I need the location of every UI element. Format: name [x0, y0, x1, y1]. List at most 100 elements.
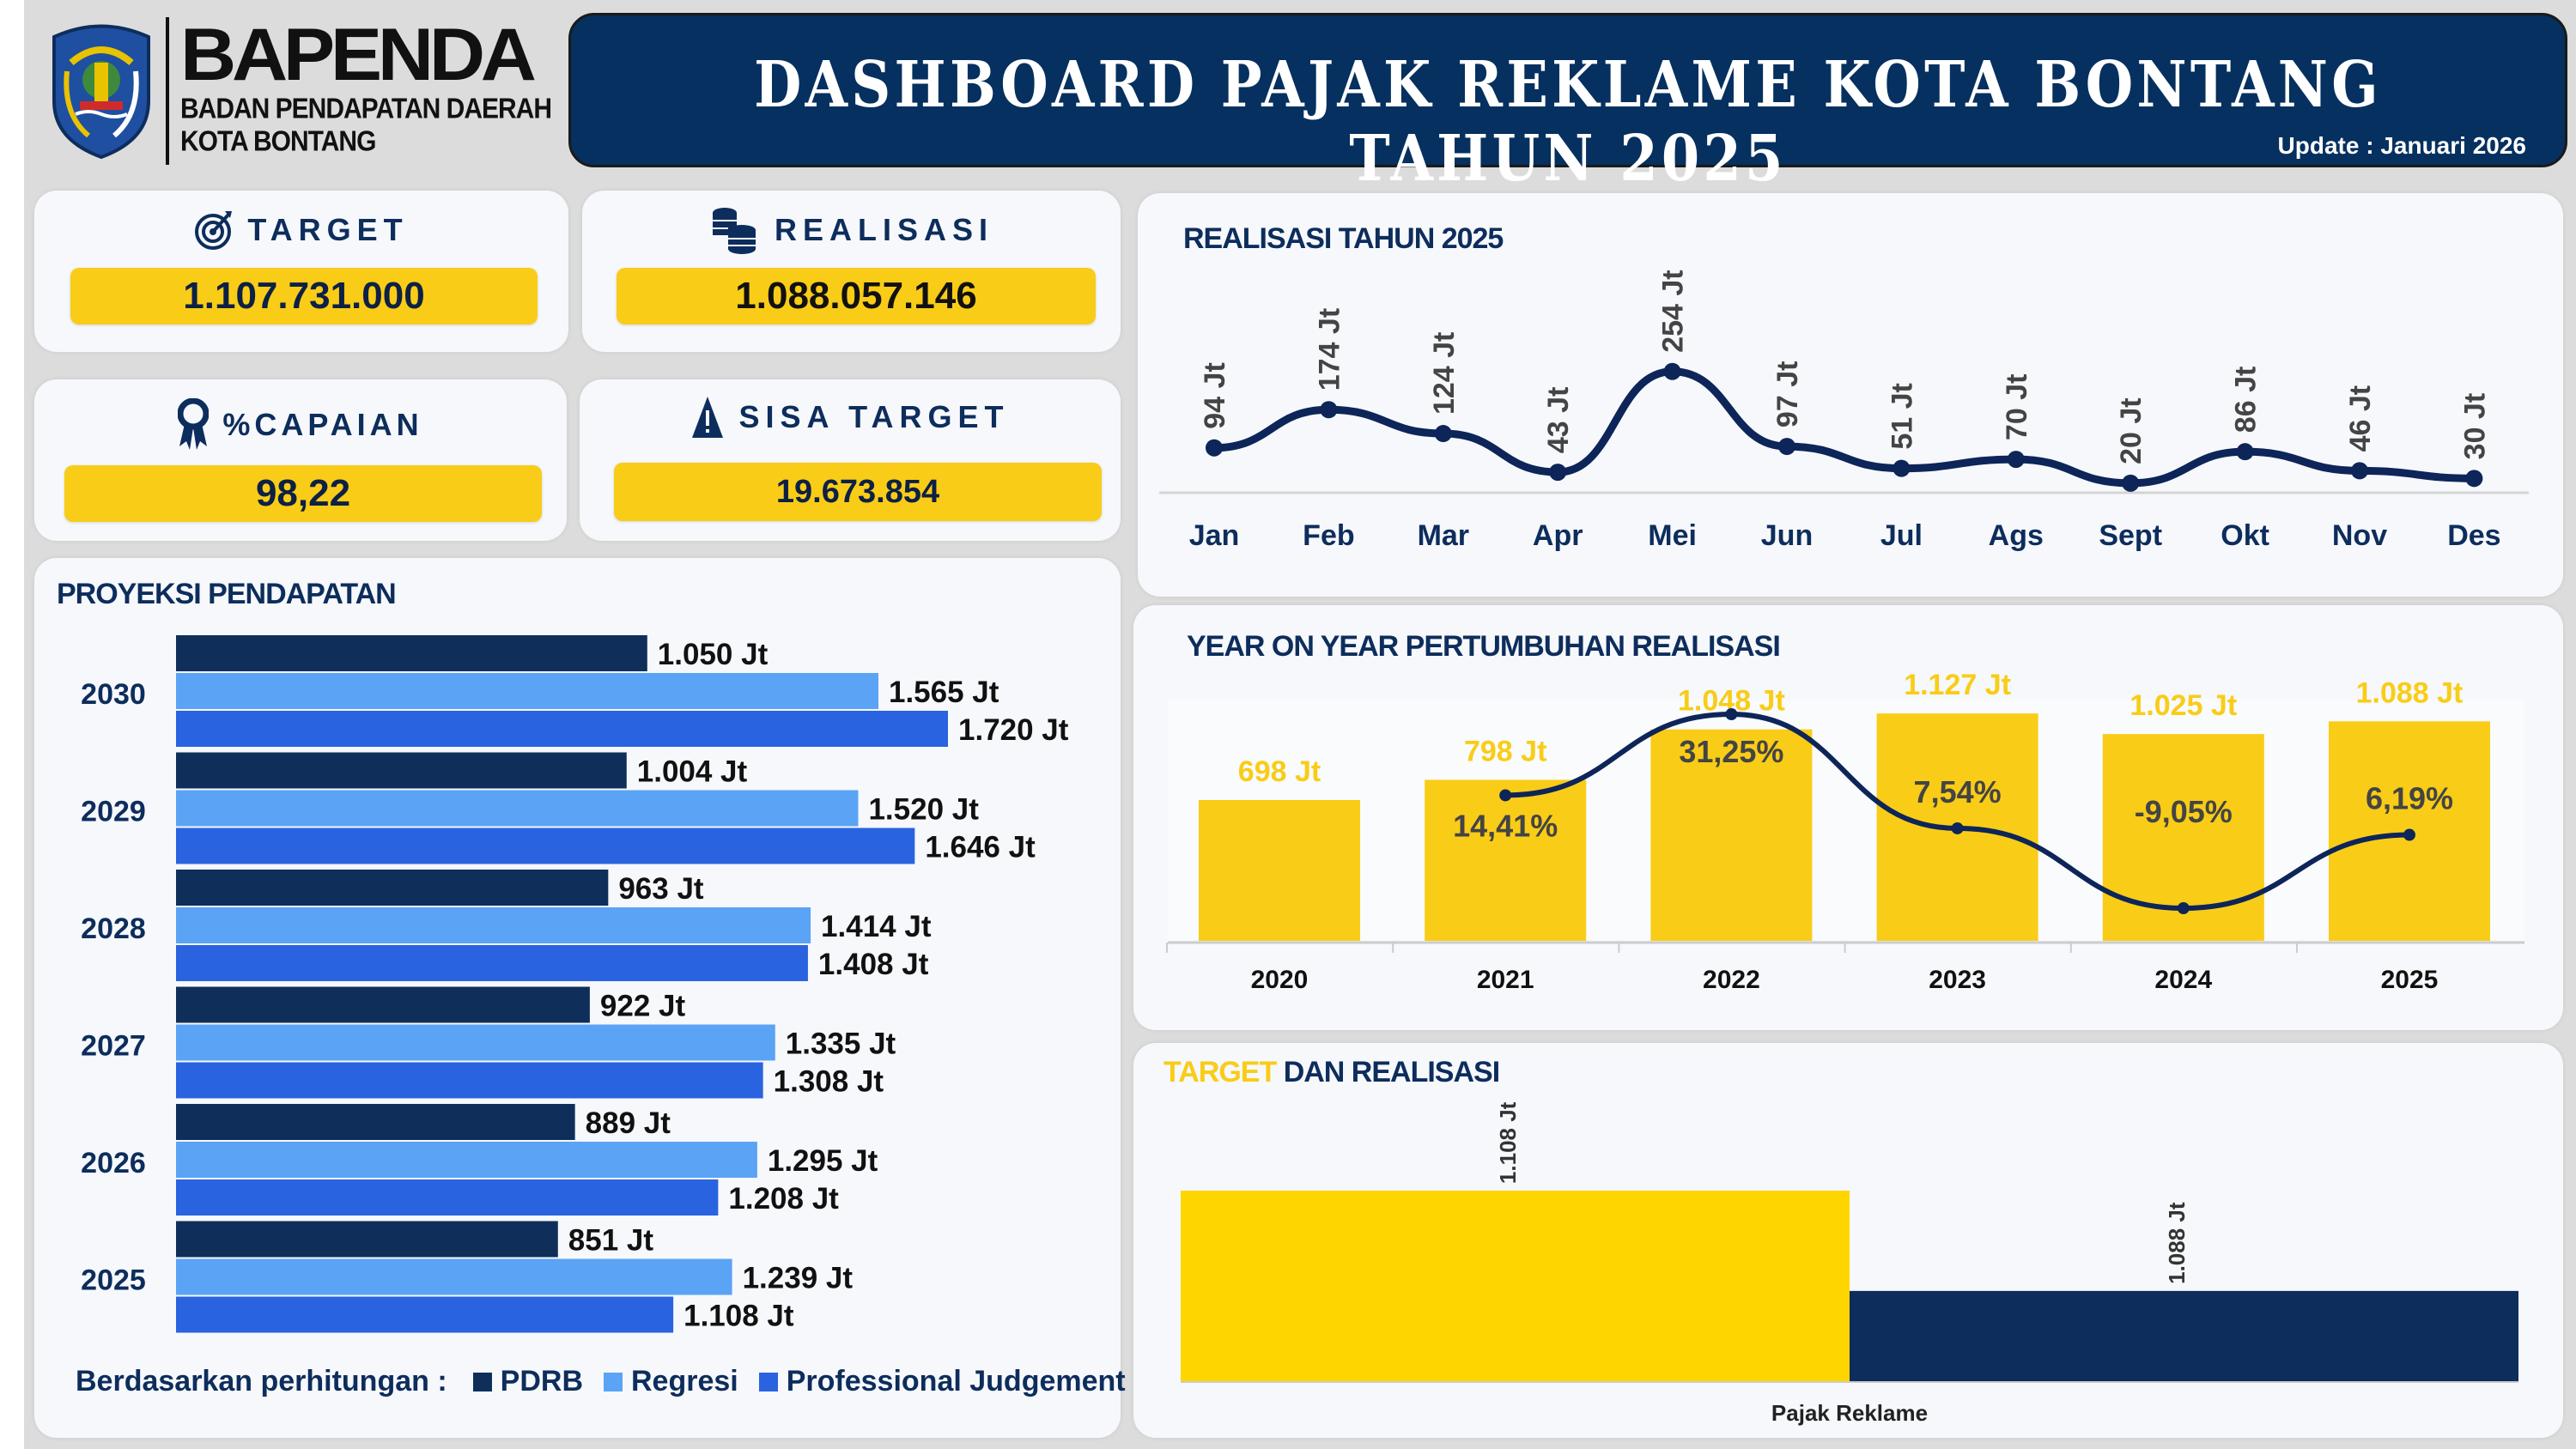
data-label: 43 Jt: [1542, 387, 1575, 454]
logo-subtitle: BADAN PENDAPATAN DAERAH: [180, 93, 552, 125]
kota-bontang-emblem-icon: [52, 24, 150, 160]
growth-label: 31,25%: [1679, 734, 1783, 769]
data-point: [2236, 443, 2254, 461]
bar-professional-judgement: [176, 1179, 719, 1216]
year-label: 2025: [2381, 966, 2439, 994]
kpi-label-capaian: %CAPAIAN: [222, 407, 423, 442]
award-ribbon-icon: [178, 398, 210, 450]
data-point: [2351, 462, 2368, 480]
data-label: 51 Jt: [1886, 383, 1918, 450]
year-label: 2024: [2154, 966, 2212, 994]
bar-value-label: 1.408 Jt: [818, 948, 929, 981]
data-point: [1206, 439, 1223, 457]
yoy-chart-title: YEAR ON YEAR PERTUMBUHAN REALISASI: [1187, 630, 1781, 663]
bar-value-label: 1.088 Jt: [2356, 676, 2464, 709]
legend-swatch-regresi: [604, 1372, 623, 1391]
title-target-part: TARGET: [1163, 1056, 1277, 1088]
bar-value-label: 851 Jt: [568, 1224, 654, 1258]
month-label: Jul: [1880, 519, 1923, 552]
data-label: 30 Jt: [2458, 393, 2491, 460]
year-label: 2022: [1703, 966, 1760, 994]
growth-label: 14,41%: [1453, 808, 1558, 843]
data-label: 20 Jt: [2115, 397, 2148, 464]
bapenda-logo: BAPENDA BADAN PENDAPATAN DAERAH KOTA BON…: [39, 17, 554, 167]
bar-value-label: 963 Jt: [618, 872, 704, 906]
growth-point: [2403, 828, 2415, 841]
yoy-bar: [1425, 779, 1587, 941]
bar-value-label: 1.088 Jt: [2164, 1202, 2190, 1284]
kpi-card-sisa-target: SISA TARGET 19.673.854: [580, 379, 1121, 541]
bar-value-label: 1.308 Jt: [774, 1065, 884, 1099]
year-label: 2026: [81, 1147, 146, 1179]
bar-professional-judgement: [176, 1296, 674, 1333]
data-label: 97 Jt: [1771, 361, 1804, 428]
kpi-value-sisa-target: 19.673.854: [614, 463, 1102, 521]
title-realisasi-part: DAN REALISASI: [1276, 1056, 1500, 1088]
bar-value-label: 1.335 Jt: [786, 1028, 896, 1061]
year-label: 2020: [1251, 966, 1309, 994]
data-point: [2122, 474, 2140, 492]
category-label: Pajak Reklame: [1771, 1400, 1928, 1426]
bar-value-label: 1.520 Jt: [868, 793, 979, 827]
bar-value-label: 1.720 Jt: [958, 713, 1069, 747]
kpi-card-target: TARGET 1.107.731.000: [34, 191, 568, 352]
kpi-label-target: TARGET: [247, 212, 409, 247]
kpi-card-realisasi: REALISASI 1.088.057.146: [582, 191, 1121, 352]
data-point: [1434, 425, 1452, 443]
bar-pdrb: [176, 870, 609, 906]
legend-pj: Professional Judgement: [786, 1365, 1126, 1397]
kpi-value-capaian: 98,22: [64, 465, 542, 522]
bar-value-label: 1.108 Jt: [1495, 1101, 1521, 1184]
bar-value-label: 1.646 Jt: [925, 831, 1036, 864]
year-label: 2021: [1477, 966, 1534, 994]
bar-value-label: 1.004 Jt: [637, 755, 748, 789]
bar-value-label: 922 Jt: [600, 990, 686, 1023]
target-realisasi-panel: TARGET DAN REALISASI 1.108 Jt 1.088 Jt Paj…: [1133, 1043, 2563, 1438]
year-label: 2029: [81, 796, 146, 828]
bar-regresi: [176, 907, 811, 943]
data-point: [1549, 464, 1567, 482]
data-label: 46 Jt: [2344, 385, 2377, 452]
warning-icon: [692, 397, 724, 438]
bar-value-label: 1.239 Jt: [743, 1262, 854, 1295]
month-label: Feb: [1303, 519, 1354, 552]
logo-city: KOTA BONTANG: [180, 125, 376, 158]
legend-regresi: Regresi: [631, 1365, 738, 1397]
growth-label: -9,05%: [2135, 794, 2233, 829]
data-label: 94 Jt: [1199, 362, 1231, 429]
legend-swatch-pj: [758, 1372, 778, 1391]
bar-target: [1181, 1191, 1850, 1381]
month-label: Okt: [2221, 519, 2269, 552]
realisasi-2025-panel: REALISASI TAHUN 2025 94 Jt Jan 174 Jt Feb 12…: [1138, 193, 2563, 597]
year-label: 2028: [81, 912, 146, 945]
year-label: 2025: [81, 1264, 146, 1297]
data-label: 86 Jt: [2230, 367, 2263, 433]
proyeksi-title: PROYEKSI PENDAPATAN: [57, 578, 397, 610]
yoy-bar: [1199, 799, 1360, 941]
bar-value-label: 1.565 Jt: [889, 676, 999, 709]
plot-area: [1168, 700, 2524, 940]
update-date: Update : Januari 2026: [2277, 132, 2526, 159]
kpi-value-target: 1.107.731.000: [70, 268, 538, 324]
month-label: Sept: [2099, 519, 2162, 552]
month-label: Mei: [1648, 519, 1697, 552]
bar-value-label: 1.025 Jt: [2129, 689, 2237, 722]
year-label: 2027: [81, 1030, 146, 1063]
data-point: [2007, 451, 2025, 469]
realisasi-line-chart: 94 Jt Jan 174 Jt Feb 124 Jt Mar 43 Jt Apr 254 Jt…: [1159, 270, 2529, 552]
month-label: Mar: [1418, 519, 1469, 552]
growth-label: 7,54%: [1914, 774, 2002, 809]
bar-value-label: 1.127 Jt: [1904, 669, 2011, 701]
yoy-panel: YEAR ON YEAR PERTUMBUHAN REALISASI 698 J…: [1133, 605, 2563, 1030]
legend-prefix: Berdasarkan perhitungan :: [76, 1365, 447, 1397]
growth-point: [2177, 902, 2190, 915]
bar-professional-judgement: [176, 945, 808, 981]
bar-value-label: 1.050 Jt: [658, 638, 769, 671]
growth-point: [1951, 822, 1964, 834]
year-label: 2030: [81, 678, 146, 711]
proyeksi-chart: 2030 1.050 Jt 1.565 Jt 1.720 Jt 2029 1.004 Jt…: [81, 635, 1069, 1333]
data-point: [1893, 459, 1911, 477]
bar-pdrb: [176, 1104, 575, 1140]
month-label: Nov: [2332, 519, 2387, 552]
